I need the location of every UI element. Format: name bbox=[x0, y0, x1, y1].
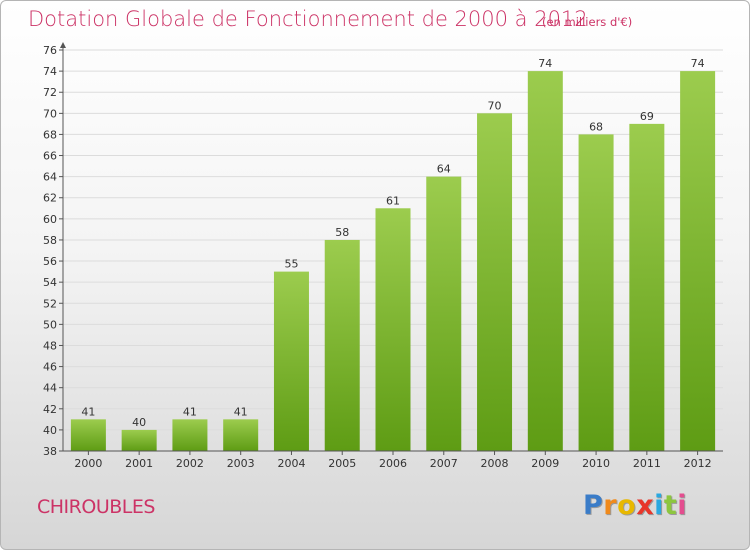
y-tick-label: 54 bbox=[43, 276, 57, 289]
data-label-2009: 74 bbox=[538, 57, 552, 70]
logo-letter: o bbox=[617, 490, 637, 521]
logo-letter: i bbox=[677, 490, 688, 521]
data-label-2004: 55 bbox=[284, 258, 298, 271]
bar-2001 bbox=[121, 429, 157, 451]
y-tick-label: 50 bbox=[43, 318, 57, 331]
bars: 41 40 41 41 55 58 61 64 70 74 68 69 74 bbox=[70, 57, 716, 452]
x-tick-label-2006: 2006 bbox=[379, 457, 407, 470]
y-tick-label: 56 bbox=[43, 255, 57, 268]
bar-2012 bbox=[680, 71, 716, 452]
chart-title: Dotation Globale de Fonctionnement de 20… bbox=[28, 7, 588, 31]
bar-2000 bbox=[70, 419, 106, 451]
y-tick-label: 68 bbox=[43, 128, 57, 141]
x-tick-label-2000: 2000 bbox=[74, 457, 102, 470]
data-label-2005: 58 bbox=[335, 226, 349, 239]
y-tick-label: 40 bbox=[43, 424, 57, 437]
bar-2007 bbox=[426, 176, 462, 451]
y-tick-label: 48 bbox=[43, 339, 57, 352]
bar-2004 bbox=[273, 271, 309, 451]
x-tick-label-2007: 2007 bbox=[430, 457, 458, 470]
logo-letter: i bbox=[654, 490, 664, 521]
y-tick-label: 66 bbox=[43, 150, 57, 163]
y-tick-label: 52 bbox=[43, 297, 57, 310]
y-tick-label: 46 bbox=[43, 361, 57, 374]
location-label: CHIROUBLES bbox=[37, 496, 155, 518]
data-label-2001: 40 bbox=[132, 416, 146, 429]
data-label-2008: 70 bbox=[488, 99, 502, 112]
y-tick-label: 64 bbox=[43, 171, 57, 184]
bar-2009 bbox=[527, 71, 563, 452]
data-label-2011: 69 bbox=[640, 110, 654, 123]
x-tick-label-2009: 2009 bbox=[531, 457, 559, 470]
y-tick-label: 42 bbox=[43, 403, 57, 416]
x-tick-label-2005: 2005 bbox=[328, 457, 356, 470]
x-tick-label-2002: 2002 bbox=[176, 457, 204, 470]
data-label-2010: 68 bbox=[589, 120, 603, 133]
data-label-2002: 41 bbox=[183, 405, 197, 418]
y-tick-label: 70 bbox=[43, 107, 57, 120]
x-tick-label-2012: 2012 bbox=[684, 457, 712, 470]
bar-2005 bbox=[324, 239, 360, 451]
proxiti-logo[interactable]: Proxiti bbox=[583, 490, 687, 521]
x-tick-label-2010: 2010 bbox=[582, 457, 610, 470]
bar-2002 bbox=[172, 419, 208, 451]
bar-2011 bbox=[629, 123, 665, 452]
axes: 38 40 42 44 46 48 50 52 54 56 58 60 62 64 66 68 70 72 74 76… bbox=[43, 42, 723, 470]
y-tick-label: 44 bbox=[43, 382, 57, 395]
x-tick-label-2003: 2003 bbox=[227, 457, 255, 470]
y-tick-label: 74 bbox=[43, 65, 57, 78]
x-tick-label-2001: 2001 bbox=[125, 457, 153, 470]
logo-letter: t bbox=[663, 490, 678, 521]
data-label-2006: 61 bbox=[386, 194, 400, 207]
bar-2010 bbox=[578, 134, 614, 451]
y-tick-label: 76 bbox=[43, 44, 57, 57]
logo-letter: P bbox=[583, 490, 604, 521]
data-label-2007: 64 bbox=[437, 163, 451, 176]
data-label-2000: 41 bbox=[81, 405, 95, 418]
y-axis-arrow bbox=[60, 42, 66, 48]
x-tick-label-2004: 2004 bbox=[277, 457, 305, 470]
logo-letter: x bbox=[636, 490, 655, 521]
y-tick-label: 38 bbox=[43, 445, 57, 458]
bar-2006 bbox=[375, 208, 411, 451]
bar-2003 bbox=[223, 419, 259, 451]
y-tick-label: 60 bbox=[43, 213, 57, 226]
x-tick-label-2008: 2008 bbox=[481, 457, 509, 470]
chart-subtitle: (en milliers d'€) bbox=[542, 15, 633, 29]
y-tick-label: 72 bbox=[43, 86, 57, 99]
data-label-2003: 41 bbox=[234, 405, 248, 418]
data-label-2012: 74 bbox=[691, 57, 705, 70]
logo-letter: r bbox=[603, 490, 618, 521]
x-tick-label-2011: 2011 bbox=[633, 457, 661, 470]
y-tick-label: 58 bbox=[43, 234, 57, 247]
bar-2008 bbox=[477, 113, 513, 451]
y-tick-label: 62 bbox=[43, 192, 57, 205]
